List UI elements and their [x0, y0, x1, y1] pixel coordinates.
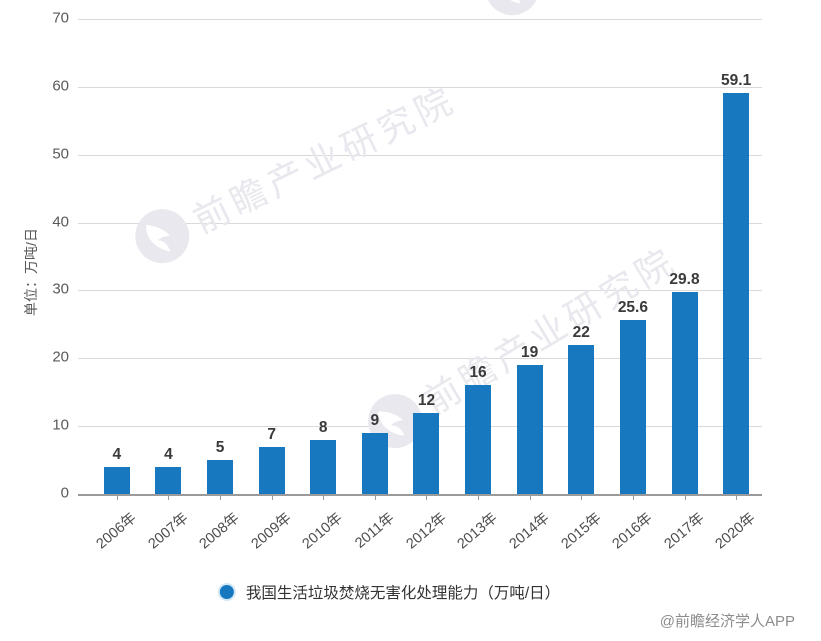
bar-slot: 5 2008年: [194, 19, 246, 552]
bar-slot: 9 2011年: [349, 19, 401, 552]
bar: [310, 439, 337, 494]
bar: [207, 460, 234, 494]
bar: [619, 320, 646, 494]
legend-label: 我国生活垃圾焚烧无害化处理能力（万吨/日）: [245, 585, 561, 602]
bar-value-label: 4: [164, 445, 173, 463]
bar-slot: 4 2006年: [91, 19, 143, 553]
bar-value-label: 7: [267, 425, 276, 443]
bar: [361, 432, 388, 494]
y-axis-tick-label: 50: [52, 145, 69, 163]
bar-slot: 19 2014年: [504, 19, 556, 552]
bar: [155, 466, 182, 494]
x-axis-tick: [581, 494, 583, 500]
bar: [413, 412, 440, 494]
bar-slot: 59.1 2020年: [710, 19, 762, 552]
x-axis-tick: [271, 494, 273, 500]
x-axis-label: 2012年: [403, 510, 450, 553]
bar-value-label: 22: [572, 323, 590, 341]
x-axis-label: 2011年: [352, 510, 398, 552]
source-credit: @前瞻经济学人APP: [659, 613, 795, 630]
bar-slot: 12 2012年: [401, 19, 453, 553]
x-axis-label: 2016年: [609, 510, 656, 553]
bar-value-label: 25.6: [617, 299, 648, 317]
x-axis-label: 2020年: [712, 510, 759, 553]
bar: [516, 365, 543, 494]
x-axis-tick: [684, 494, 686, 500]
x-axis-tick: [736, 494, 738, 500]
bar-value-label: 12: [417, 391, 436, 409]
y-axis-tick-label: 20: [52, 348, 69, 366]
y-axis-tick-label: 60: [52, 77, 69, 95]
gridline: [78, 86, 762, 88]
y-axis-tick-label: 40: [52, 213, 69, 231]
y-axis-title: 单位：万吨/日: [23, 228, 39, 316]
bar-value-label: 9: [370, 411, 380, 429]
x-axis-label: 2017年: [661, 510, 708, 553]
bar-value-label: 29.8: [669, 270, 700, 288]
plot-area: 0 10 20 30 40 50 60 70 4 2006年 4 2007年 5 2008年 7 2009年…: [52, 10, 762, 553]
x-axis-tick: [529, 494, 531, 500]
x-axis-tick: [426, 494, 428, 500]
bar: [568, 344, 595, 494]
gridline: [78, 358, 762, 360]
bar-slot: 22 2015年: [555, 19, 607, 553]
bar-value-label: 16: [469, 364, 487, 382]
bar: [258, 446, 285, 494]
bar-value-label: 5: [215, 439, 225, 457]
gridline: [78, 290, 762, 292]
bar: [465, 385, 492, 494]
x-axis-label: 2014年: [506, 510, 553, 553]
legend: 我国生活垃圾焚烧无害化处理能力（万吨/日）: [219, 581, 561, 603]
x-axis-label: 2013年: [454, 510, 501, 553]
x-axis-label: 2010年: [299, 510, 347, 553]
bar-slot: 4 2007年: [143, 19, 195, 553]
legend-marker-icon: [219, 585, 234, 599]
gridline: [78, 222, 762, 224]
bar-value-label: 8: [318, 418, 328, 436]
bar-value-label: 4: [112, 445, 122, 463]
x-axis-label: 2006年: [93, 510, 140, 553]
bars-row: 4 2006年 4 2007年 5 2008年 7 2009年 8 2010年 9 2011年 12 20…: [91, 19, 762, 553]
bar-value-label: 19: [521, 344, 539, 362]
x-axis-tick: [323, 494, 325, 500]
x-axis-label: 2008年: [196, 510, 243, 553]
x-axis-label: 2015年: [558, 510, 605, 553]
x-axis-line: [78, 494, 762, 496]
x-axis-label: 2009年: [248, 510, 295, 553]
x-axis-label: 2007年: [145, 510, 192, 553]
x-axis-tick: [116, 494, 118, 500]
gridline: [78, 19, 762, 20]
bar: [723, 92, 750, 494]
bar-slot: 16 2013年: [452, 19, 504, 552]
y-axis-tick-label: 70: [52, 9, 69, 27]
x-axis-tick: [478, 494, 480, 500]
y-axis-tick-label: 30: [52, 281, 69, 299]
x-axis-tick: [168, 494, 170, 500]
bar: [103, 466, 130, 494]
bar-slot: 7 2009年: [246, 19, 298, 553]
y-axis-tick-label: 10: [52, 416, 69, 434]
gridline: [78, 154, 762, 156]
bar: [671, 291, 698, 494]
bar-slot: 29.8 2017年: [659, 19, 711, 553]
x-axis-tick: [632, 494, 634, 500]
x-axis-tick: [220, 494, 222, 500]
y-axis-tick-label: 0: [60, 484, 69, 502]
bar-slot: 8 2010年: [297, 19, 349, 553]
bar-value-label: 59.1: [721, 71, 752, 89]
bar-slot: 25.6 2016年: [607, 19, 659, 552]
x-axis-tick: [374, 494, 376, 500]
